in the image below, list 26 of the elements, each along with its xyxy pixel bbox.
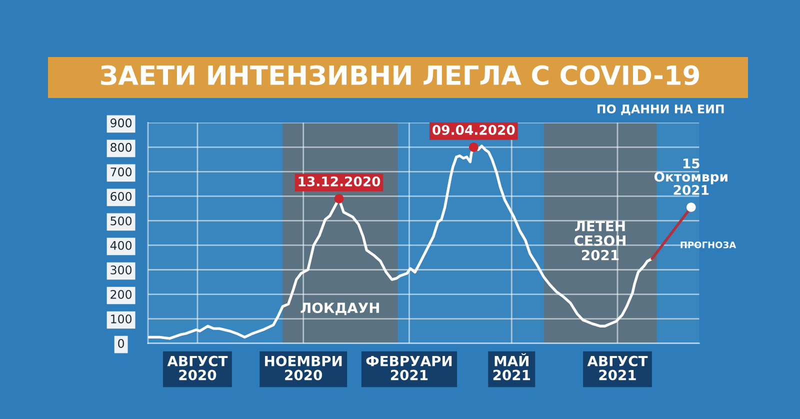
band-label: ЛЕТЕН СЕЗОН 2021 [574, 221, 626, 260]
x-tick-label: ФЕВРУАРИ 2021 [366, 356, 452, 380]
point [334, 194, 344, 204]
y-tick-label: 300 [110, 265, 132, 274]
y-tick-label: 200 [110, 290, 132, 299]
band-label: ЛОКДАУН [300, 302, 379, 316]
y-tick-label: 700 [110, 167, 132, 176]
x-tick-label: МАЙ 2021 [493, 353, 530, 380]
annotation: 13.12.2020 [298, 176, 380, 186]
y-tick-label: 900 [110, 118, 132, 128]
x-tick-label: АВГУСТ 2020 [167, 356, 228, 380]
x-tick-label: АВГУСТ 2021 [587, 356, 648, 380]
y-tick-label: 500 [110, 216, 132, 226]
y-tick-label: 0 [118, 339, 124, 348]
y-tick-label: 100 [111, 314, 132, 324]
y-tick-label: 800 [110, 142, 132, 152]
text: ПО ДАННИ НА ЕИП [598, 104, 724, 116]
chart-title: ЗАЕТИ ИНТЕНЗИВНИ ЛЕГЛА С COVID-19 [101, 65, 699, 86]
x-tick-label: НОЕМВРИ 2020 [265, 356, 342, 380]
series-label: ПРОГНОЗА [680, 241, 736, 248]
annotation: 15 Октомври 2021 [654, 158, 728, 195]
point [686, 202, 696, 212]
point [469, 142, 478, 152]
y-tick-label: 600 [110, 192, 132, 201]
y-tick-label: 400 [110, 240, 132, 250]
annotation: 09.04.2020 [432, 124, 515, 135]
